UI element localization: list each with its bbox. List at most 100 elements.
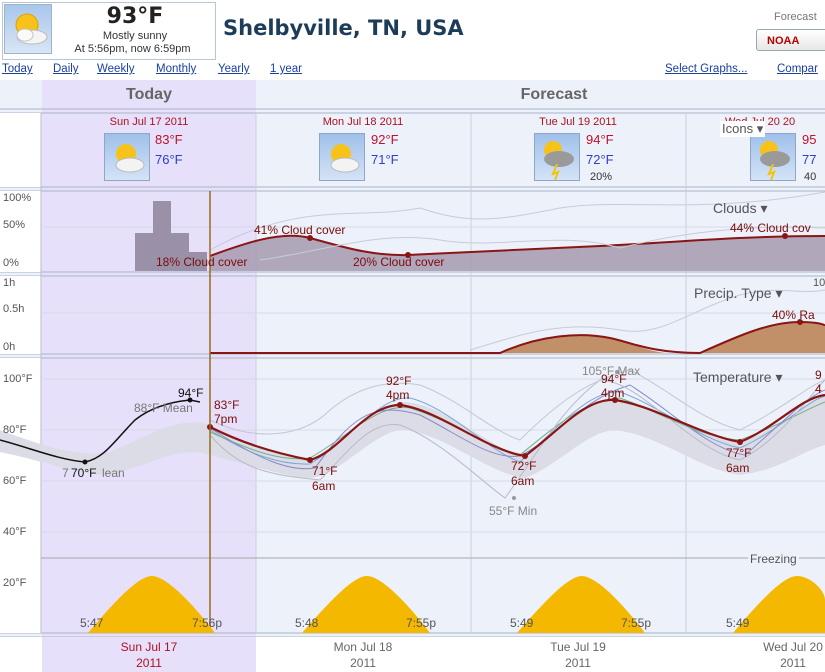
sun-chart [88, 576, 825, 633]
low-time-label: 6am [312, 479, 336, 493]
high-temp-label: 94°F [601, 372, 627, 386]
clouds-axis-label: 0% [3, 257, 19, 269]
precip-axis-label: 0.5h [3, 303, 25, 315]
weather-graphs [0, 80, 825, 672]
nav-monthly[interactable]: Monthly [156, 63, 197, 75]
bottom-year: 2011 [136, 656, 162, 670]
day-high: 83°F [155, 132, 183, 147]
chevron-down-icon: ▾ [775, 285, 783, 301]
sunset-time: 7:56p [192, 616, 223, 630]
temperature-axis-label: 20°F [3, 577, 27, 589]
today-column-header: Today [126, 86, 172, 103]
day-low: 77 [802, 152, 817, 167]
low-temp-label: 77°F [726, 446, 752, 460]
chevron-down-icon: ▾ [760, 200, 768, 216]
day-date: Tue Jul 19 2011 [539, 116, 617, 128]
now-time-label: 7pm [214, 412, 238, 426]
high-temp-label: 92°F [386, 374, 412, 388]
past-low-suffix: lean [102, 466, 125, 480]
sunrise-time: 5:47 [80, 616, 104, 630]
bottom-day: Tue Jul 19 [550, 640, 606, 654]
bottom-year: 2011 [780, 656, 806, 670]
compare-link[interactable]: Compar [777, 63, 818, 75]
cloud-cover-label: 41% Cloud cover [254, 223, 346, 237]
precip-chart [41, 289, 825, 355]
precip-axis-edge-label: 10 [813, 277, 825, 289]
sunrise-time: 5:49 [510, 616, 534, 630]
cloud-cover-label: 18% Cloud cover [156, 255, 248, 269]
cloud-cover-label: 44% Cloud cov [730, 221, 811, 235]
day-precip-chance: 20% [590, 171, 613, 183]
temperature-chart [0, 369, 825, 559]
past-high-label: 94°F [178, 386, 204, 400]
partly-sunny-icon [319, 133, 365, 181]
icons-menu[interactable]: Icons ▾ [720, 121, 766, 137]
clouds-menu[interactable]: Clouds ▾ [713, 200, 768, 216]
temperature-menu[interactable]: Temperature ▾ [693, 369, 783, 385]
temperature-axis-label: 80°F [3, 424, 27, 436]
precip-axis-label: 0h [3, 341, 16, 353]
high-time-label: 4pm [601, 386, 625, 400]
day-low: 71°F [371, 152, 399, 167]
cloud-cover-label: 20% Cloud cover [353, 255, 445, 269]
day-date: Mon Jul 18 2011 [322, 116, 404, 128]
day-low: 72°F [586, 152, 614, 167]
weather-panel: Today Forecast Sun Jul 17 2011 83°F 76°F… [0, 80, 825, 672]
day-high: 95 [802, 132, 817, 147]
precip-label: 40% Ra [772, 308, 815, 322]
forecast-source-select[interactable]: NOAA [756, 29, 825, 51]
high-time-label: 4 [815, 382, 822, 396]
low-time-label: 6am [726, 461, 750, 475]
min-temp-label: 55°F Min [489, 504, 538, 518]
bottom-day: Mon Jul 18 [333, 640, 393, 654]
low-temp-label: 71°F [312, 464, 338, 478]
day-low: 76°F [155, 152, 183, 167]
nav-1-year[interactable]: 1 year [270, 63, 302, 75]
low-time-label: 6am [511, 474, 535, 488]
low-temp-label: 72°F [511, 459, 537, 473]
day-high: 94°F [586, 132, 614, 147]
bottom-day: Sun Jul 17 [120, 640, 178, 654]
high-time-label: 4pm [386, 388, 410, 402]
chevron-down-icon: ▾ [775, 369, 783, 385]
nav-today[interactable]: Today [2, 63, 33, 75]
sunrise-time: 5:48 [295, 616, 319, 630]
sunset-time: 7:55p [621, 616, 652, 630]
past-low-prefix: 7 [62, 466, 69, 480]
temperature-axis-label: 40°F [3, 526, 27, 538]
nav-weekly[interactable]: Weekly [97, 63, 135, 75]
clouds-chart [41, 191, 825, 271]
partly-sunny-icon [104, 133, 150, 181]
temperature-axis-label: 100°F [3, 373, 33, 385]
select-graphs-link[interactable]: Select Graphs... [665, 63, 748, 75]
location-title: Shelbyville, TN, USA [223, 16, 464, 40]
temperature-axis-label: 60°F [3, 475, 27, 487]
forecast-column-header: Forecast [520, 86, 588, 103]
max-temp-label: 105°F Max [582, 364, 641, 378]
bottom-year: 2011 [350, 656, 376, 670]
current-temperature: 93°F [106, 4, 164, 29]
past-low-label: 70°F [71, 466, 97, 480]
clouds-axis-label: 50% [3, 219, 26, 231]
day-high: 92°F [371, 132, 399, 147]
nav-daily[interactable]: Daily [53, 63, 79, 75]
freezing-label: Freezing [748, 552, 799, 566]
bottom-day: Wed Jul 20 [763, 640, 823, 654]
day-date: Sun Jul 17 2011 [109, 116, 189, 128]
sunrise-time: 5:49 [726, 616, 750, 630]
precip-type-menu[interactable]: Precip. Type ▾ [694, 285, 783, 301]
precip-axis-label: 1h [3, 277, 16, 289]
current-condition: Mostly sunny [102, 30, 168, 42]
bottom-year: 2011 [565, 656, 591, 670]
past-mean-label: 88°F Mean [134, 401, 193, 415]
sunset-time: 7:55p [406, 616, 437, 630]
day-precip-chance: 40 [804, 171, 817, 183]
high-temp-label: 9 [815, 368, 822, 382]
partly-sunny-icon [4, 4, 52, 54]
chevron-down-icon: ▾ [756, 121, 764, 136]
nav-yearly[interactable]: Yearly [218, 63, 250, 75]
observation-time: At 5:56pm, now 6:59pm [74, 43, 191, 55]
clouds-axis-label: 100% [3, 192, 32, 204]
forecast-source-label: Forecast [774, 11, 817, 23]
now-temp-label: 83°F [214, 398, 240, 412]
